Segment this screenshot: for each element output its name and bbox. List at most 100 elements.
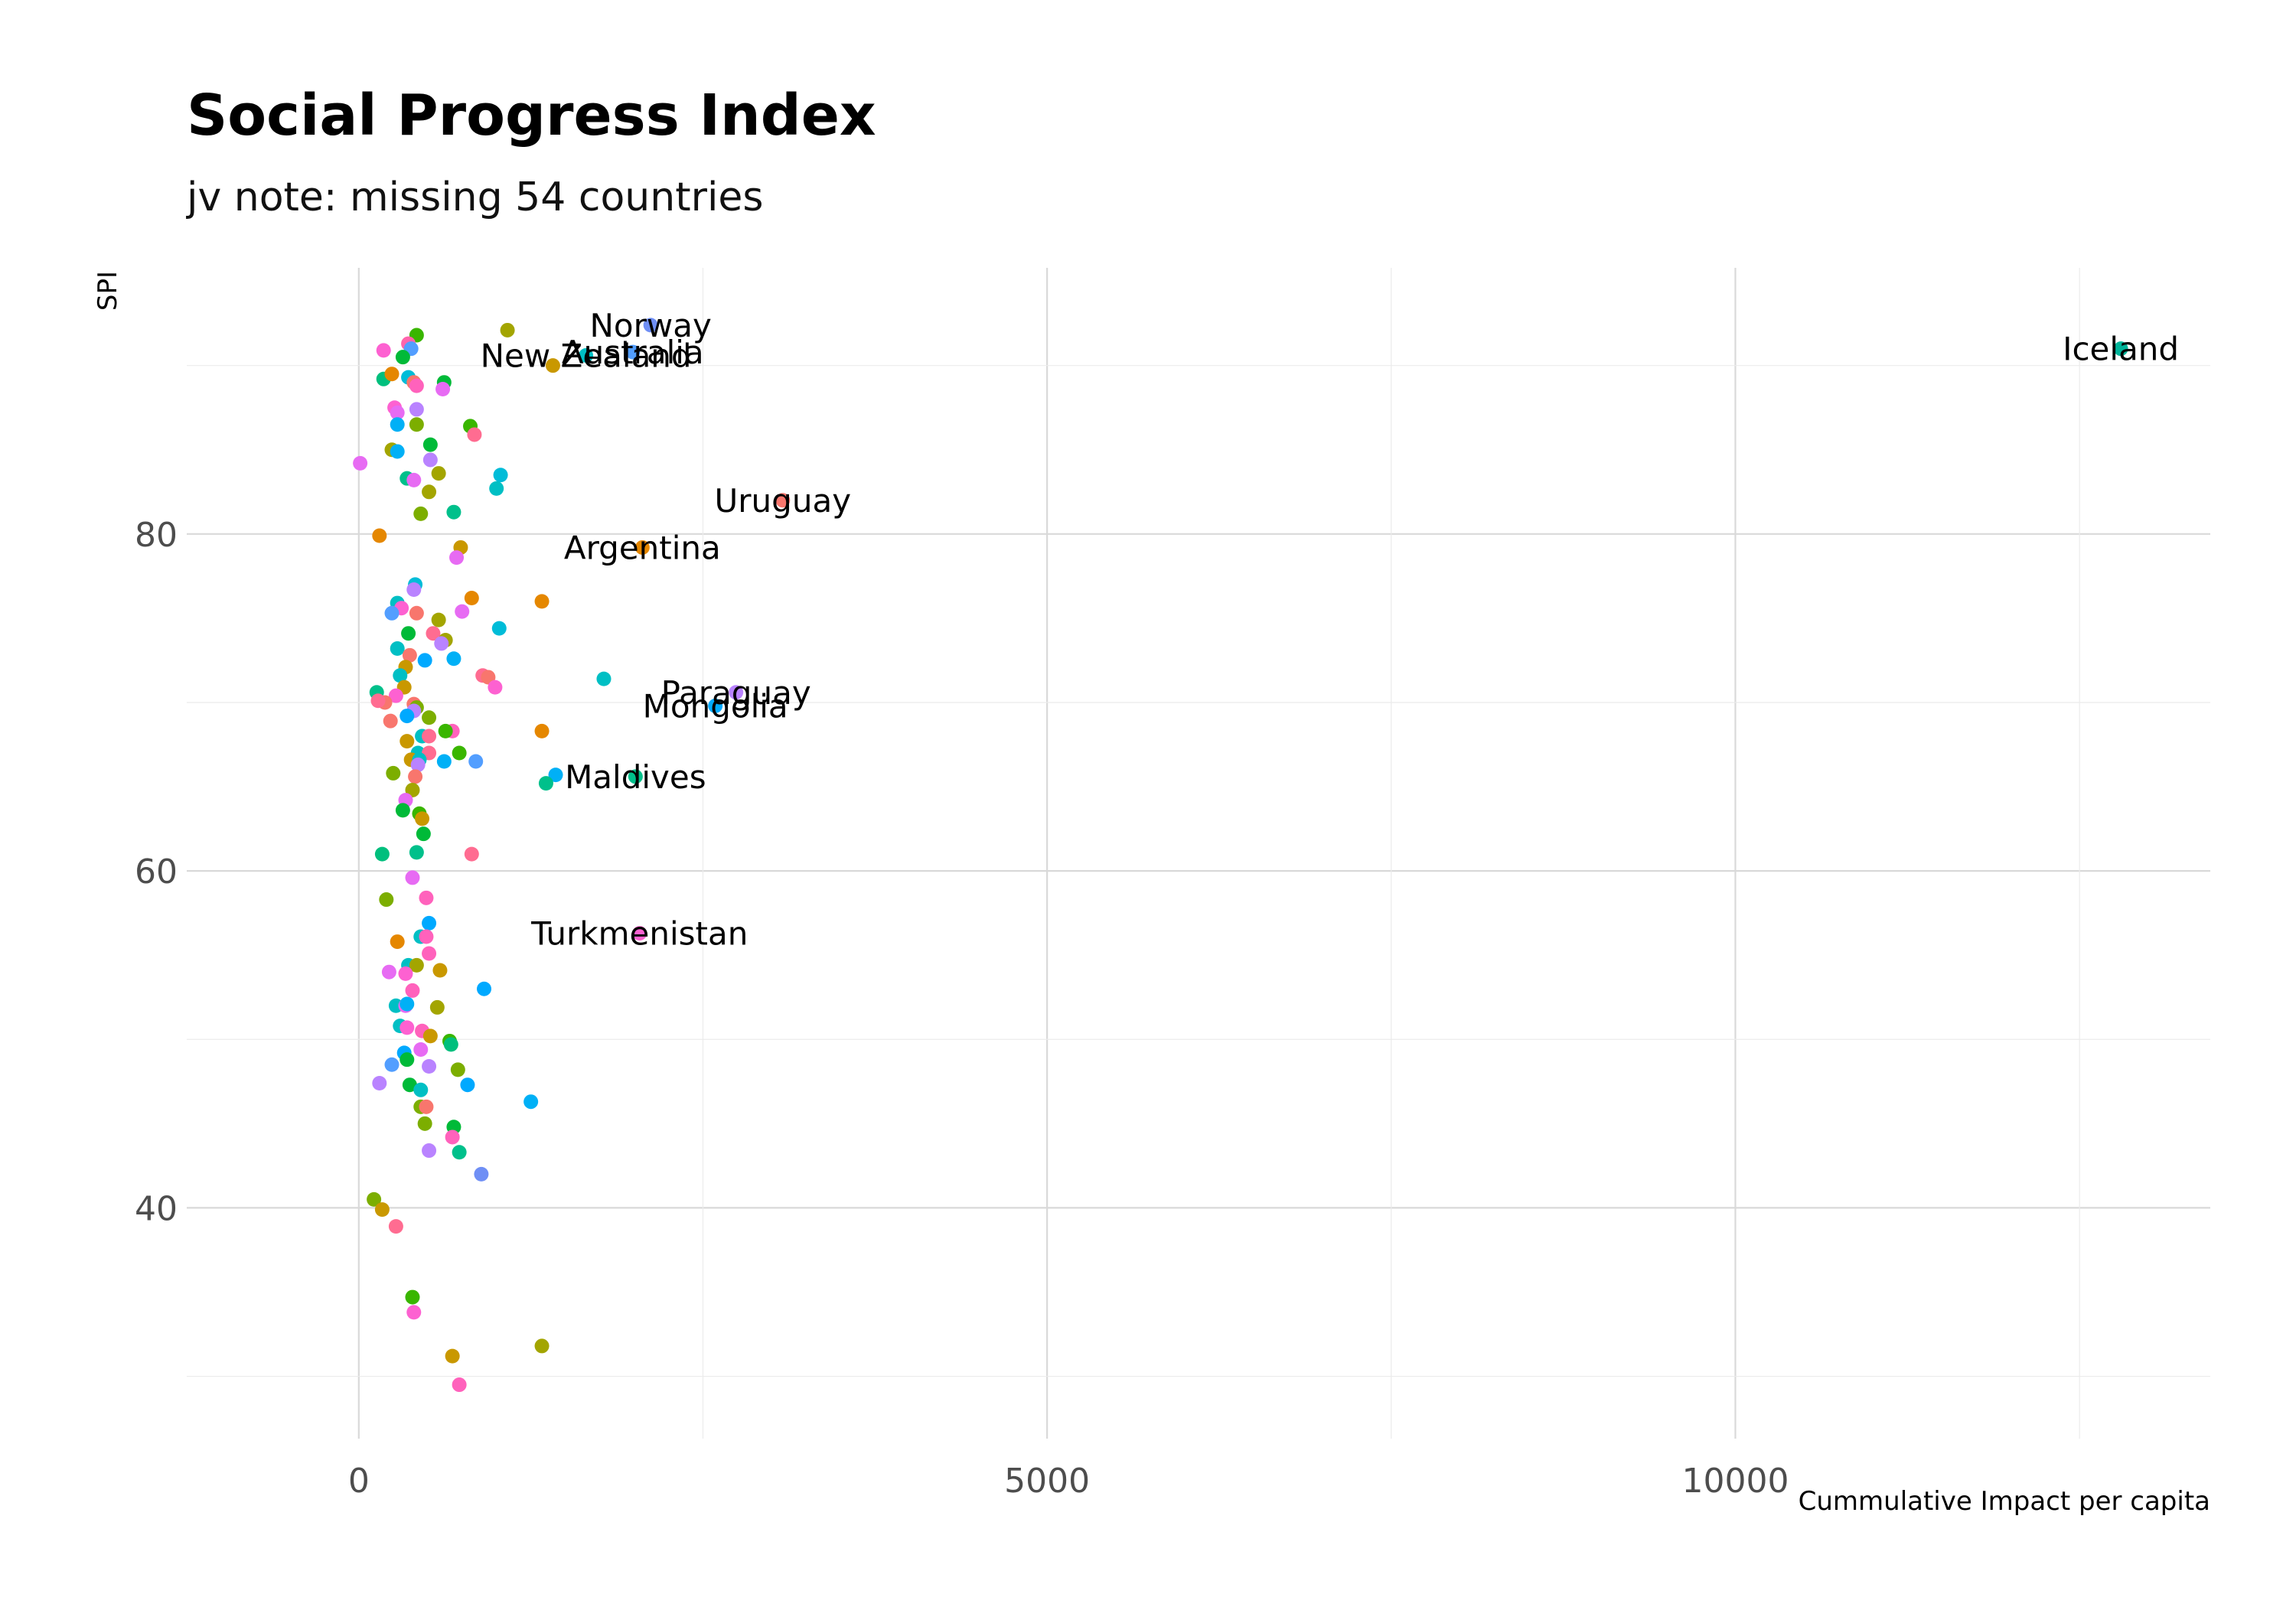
data-point (460, 1077, 475, 1093)
data-point (446, 651, 461, 667)
data-point (422, 437, 438, 452)
y-axis-label: SPI (93, 271, 123, 311)
data-point (491, 621, 507, 636)
data-point (489, 481, 504, 496)
data-point (500, 322, 515, 337)
data-point (436, 754, 452, 769)
data-point (446, 504, 461, 520)
data-point (435, 382, 451, 397)
data-point (413, 1082, 429, 1097)
data-point (422, 1028, 438, 1044)
data-point (431, 612, 446, 627)
data-point (452, 1145, 467, 1160)
data-point (426, 626, 441, 641)
data-point (409, 605, 424, 621)
data-point (474, 1166, 489, 1182)
x-tick-labels: 0 5000 10000 (348, 1462, 1789, 1501)
y-tick-label: 60 (135, 852, 178, 892)
data-point (409, 378, 424, 393)
data-point (393, 668, 408, 683)
data-point (406, 1305, 422, 1320)
data-point (422, 710, 437, 725)
data-point (422, 1058, 437, 1074)
data-point (422, 484, 437, 500)
point-label: Australia (562, 334, 704, 371)
data-point (386, 765, 401, 781)
data-point (406, 582, 422, 597)
data-point (388, 688, 403, 703)
data-point (534, 723, 550, 738)
chart-title: Social Progress Index (187, 83, 876, 148)
data-point (596, 671, 612, 686)
data-point (422, 915, 437, 931)
data-point (467, 427, 482, 442)
data-point (372, 528, 387, 543)
data-point (422, 1143, 437, 1159)
data-point (449, 550, 465, 566)
data-point (376, 343, 391, 358)
data-point (390, 641, 405, 657)
y-tick-label: 40 (135, 1189, 178, 1228)
data-point (431, 466, 446, 481)
data-point (409, 957, 424, 973)
point-label: Uruguay (715, 482, 852, 520)
data-point (422, 946, 437, 961)
data-point (374, 846, 390, 862)
labeled-data-point (708, 698, 723, 713)
data-point (548, 768, 563, 783)
point-label: New Zealand (481, 337, 692, 374)
data-point (383, 713, 398, 729)
data-point (493, 468, 508, 483)
data-point (452, 1377, 467, 1393)
data-point (400, 734, 415, 749)
data-point (379, 892, 394, 908)
data-point (410, 757, 426, 772)
data-point (384, 367, 400, 382)
point-label: Norway (589, 307, 711, 344)
labeled-data-point (628, 769, 643, 784)
data-point (405, 870, 420, 885)
labeled-data-point (634, 539, 650, 555)
data-point (405, 983, 420, 998)
data-point (353, 455, 368, 471)
data-point (445, 1129, 460, 1145)
data-point (434, 636, 449, 651)
data-point (419, 929, 434, 944)
data-point (455, 604, 470, 619)
grid-minor-lines (187, 268, 2210, 1439)
point-label: Iceland (2063, 331, 2179, 368)
data-point (390, 934, 405, 950)
data-point (400, 1020, 415, 1035)
data-point (402, 1077, 417, 1093)
data-point (381, 964, 396, 980)
data-point (545, 358, 560, 373)
labeled-data-point (775, 493, 791, 508)
data-point (415, 811, 430, 826)
data-point (409, 845, 424, 860)
data-point (390, 444, 405, 459)
data-point (422, 452, 438, 468)
data-point (488, 680, 503, 695)
data-point (477, 981, 492, 996)
point-label: Mongolia (643, 687, 788, 725)
data-point (450, 1062, 465, 1077)
data-point (390, 417, 405, 432)
data-point (405, 1289, 420, 1305)
data-point (384, 1057, 400, 1072)
point-label: Maldives (565, 758, 706, 796)
data-point (534, 594, 550, 609)
labeled-data-point (729, 685, 744, 700)
x-tick-label: 5000 (1004, 1462, 1090, 1501)
x-tick-label: 10000 (1681, 1462, 1789, 1501)
data-point (419, 1099, 434, 1114)
data-point (468, 754, 484, 769)
data-point (419, 890, 434, 905)
data-point (429, 999, 445, 1015)
data-point (417, 653, 432, 668)
labeled-data-point (632, 926, 647, 941)
data-point (372, 1075, 387, 1090)
data-point (408, 769, 423, 784)
x-tick-label: 0 (348, 1462, 370, 1501)
data-point (416, 826, 431, 842)
